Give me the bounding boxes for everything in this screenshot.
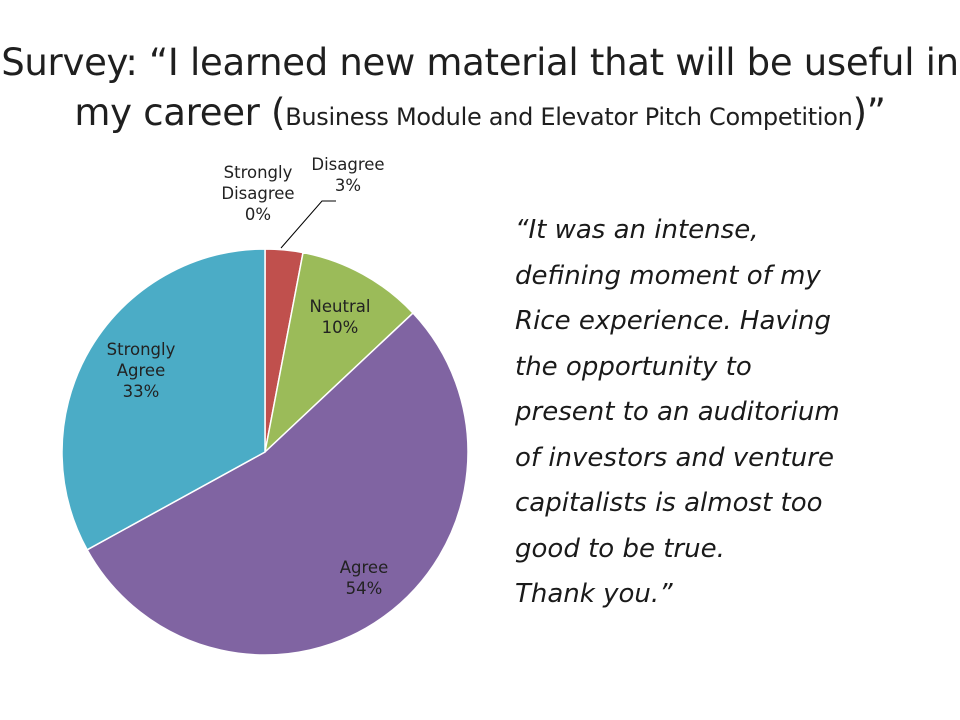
title-subtitle: Business Module and Elevator Pitch Compe…: [285, 103, 853, 131]
quote-line: Thank you.”: [515, 579, 673, 609]
quote-line: capitalists is almost too: [515, 488, 823, 518]
quote-line: of investors and venture: [515, 442, 834, 473]
quote-line: Rice experience. Having: [515, 306, 832, 336]
pie-slice: [86, 311, 469, 656]
title-line-2-start: my career (: [74, 91, 286, 134]
title-line-2-end: )”: [852, 91, 886, 134]
quote-line: present to an auditorium: [515, 397, 840, 427]
testimonial-quote: “It was an intense, defining moment of m…: [515, 208, 945, 618]
slide-title: Survey: “I learned new material that wil…: [0, 38, 960, 142]
pie-slice-label: Strongly Disagree 0%: [221, 163, 294, 224]
quote-line: defining moment of my: [515, 260, 821, 291]
quote-line: the opportunity to: [515, 351, 752, 382]
pie-slice: [61, 248, 266, 551]
leader-line: [280, 200, 336, 249]
title-line-2: my career (Business Module and Elevator …: [0, 88, 960, 142]
pie-slice-label: Neutral 10%: [310, 297, 371, 337]
quote-line: good to be true.: [515, 533, 725, 564]
pie-slice-label: Agree 54%: [340, 558, 389, 598]
pie-slice-label: Strongly Agree 33%: [107, 340, 176, 401]
quote-line: “It was an intense,: [515, 215, 759, 245]
pie-slice: [263, 251, 415, 455]
title-line-1: Survey: “I learned new material that wil…: [1, 41, 959, 84]
pie-slice-label: Disagree 3%: [311, 155, 384, 195]
